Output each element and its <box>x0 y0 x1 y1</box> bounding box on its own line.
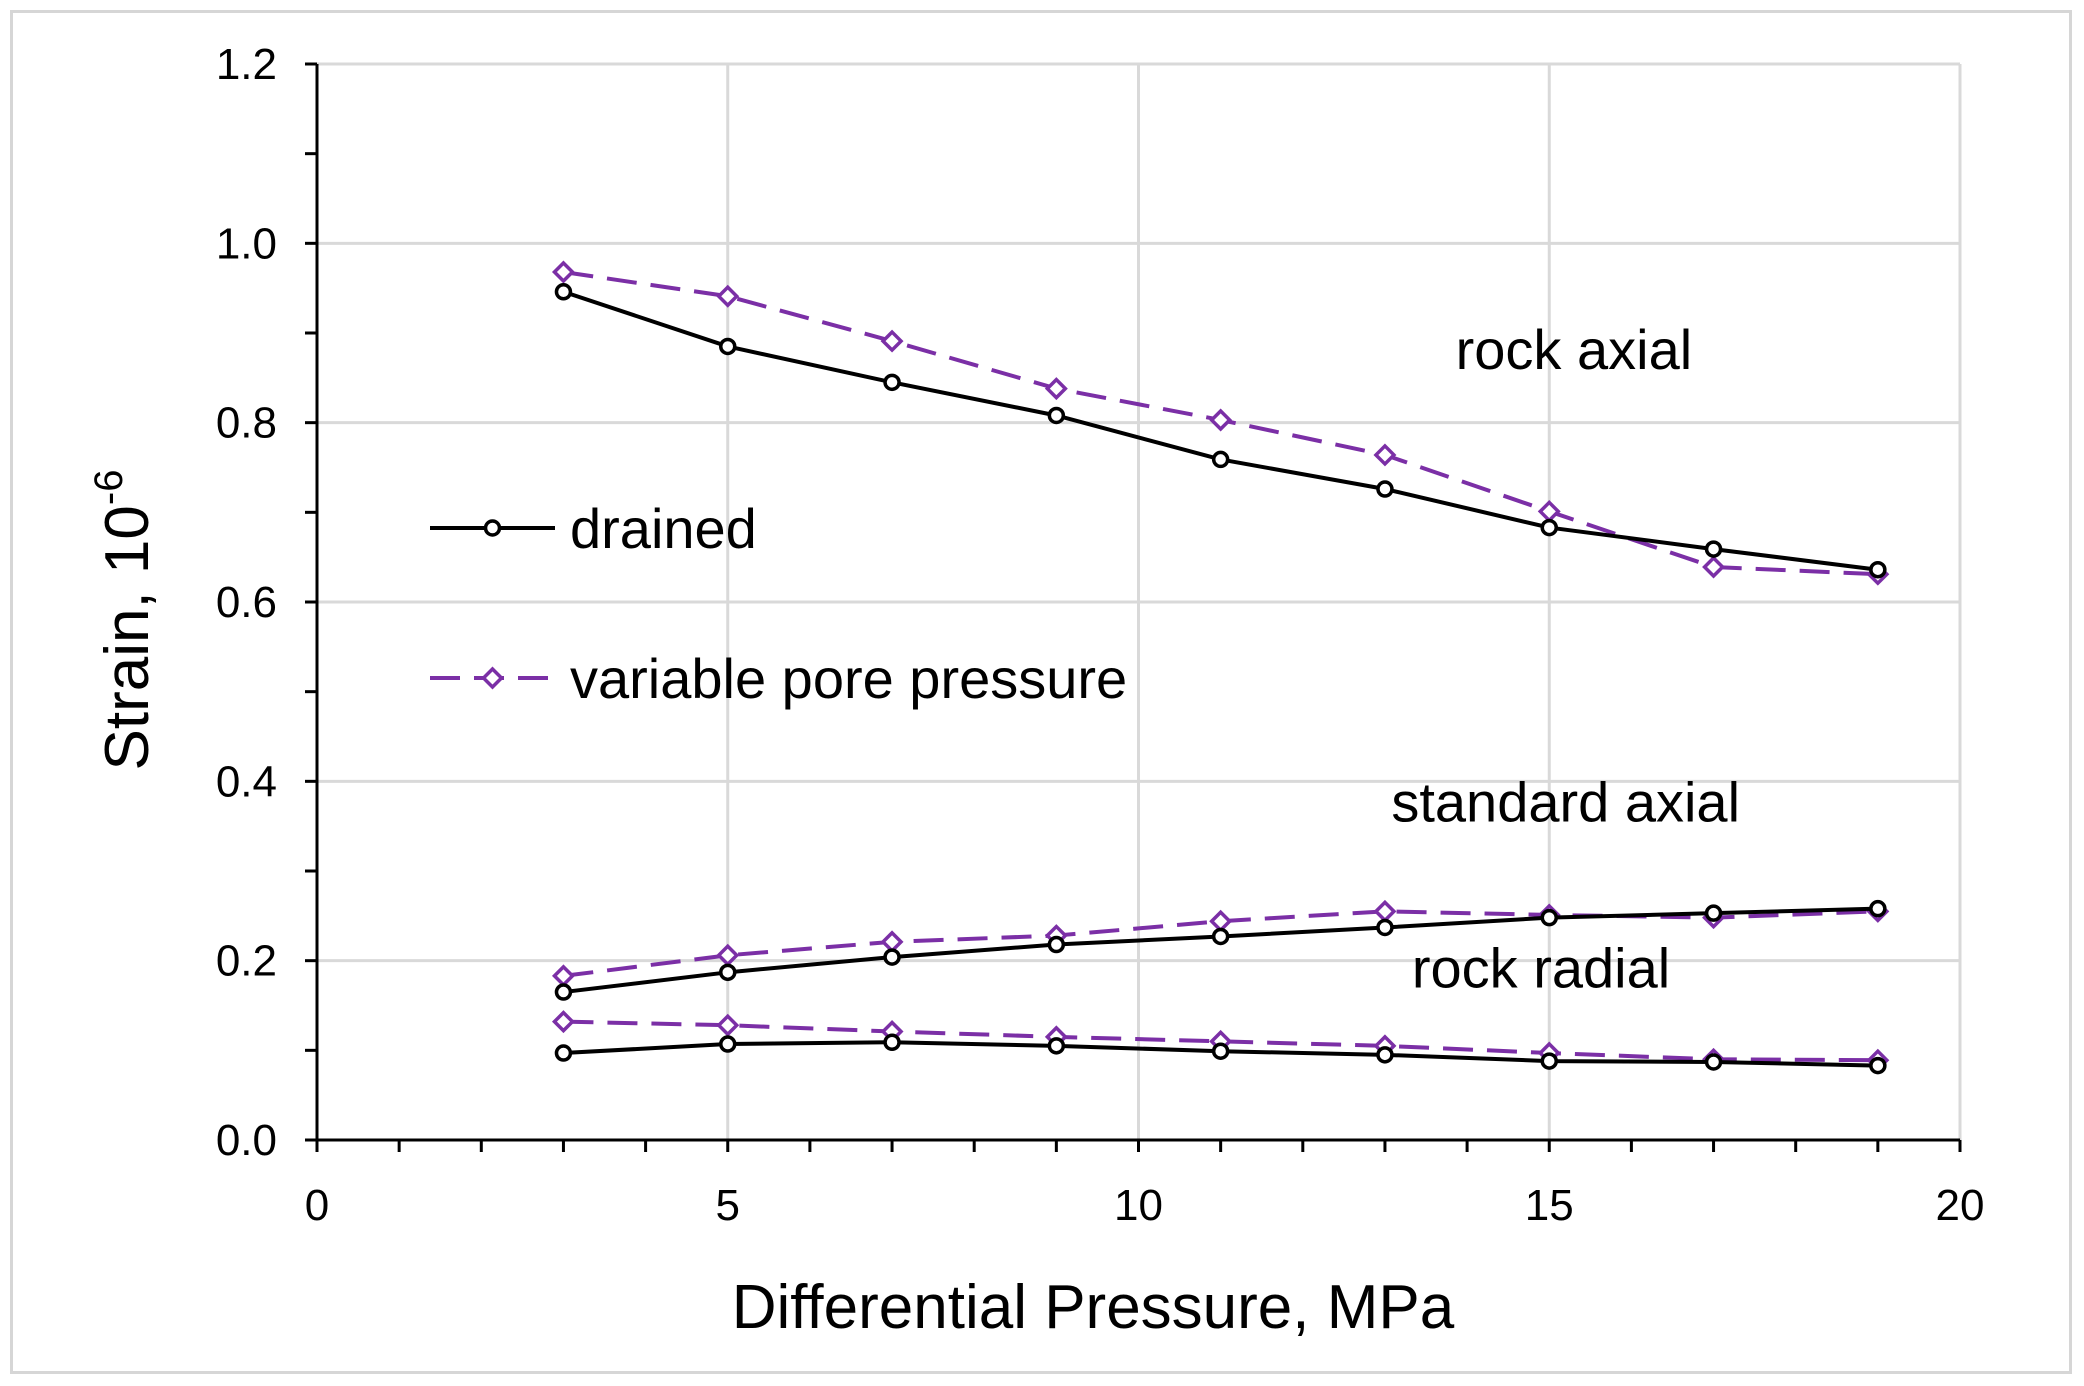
data-point-standard-axial-variable <box>551 964 575 988</box>
data-point-rock-radial-drained <box>1869 1056 1887 1075</box>
data-point-rock-axial-variable <box>716 284 740 308</box>
data-point-standard-axial-drained <box>1540 908 1558 927</box>
data-point-rock-radial-drained <box>1540 1052 1558 1070</box>
data-point-standard-axial-drained <box>1704 904 1723 922</box>
data-point-rock-axial-drained <box>554 283 573 301</box>
y-tick-label: 0.2 <box>216 937 277 986</box>
data-point-standard-axial-drained <box>1211 927 1230 946</box>
x-tick-label: 15 <box>1525 1181 1574 1230</box>
data-point-rock-axial-drained <box>1540 518 1558 537</box>
data-point-rock-axial-drained <box>1704 540 1723 558</box>
y-tick-label: 0.4 <box>216 757 277 806</box>
y-tick-label: 1.0 <box>216 219 277 268</box>
annotations: rock axial standard axial rock radial <box>1391 318 1740 1000</box>
data-point-standard-axial-drained <box>883 948 901 966</box>
x-tick-label: 10 <box>1114 1181 1163 1230</box>
data-point-rock-radial-drained <box>1047 1037 1066 1055</box>
data-point-standard-axial-drained <box>1047 935 1066 954</box>
series-line-standard-axial-variable <box>563 909 1878 978</box>
legend: drained variable pore pressure <box>430 497 1127 710</box>
x-tick-label: 0 <box>305 1181 329 1230</box>
tick-labels: 0.0 0.2 0.4 0.6 0.8 1.0 1.2 0 5 10 15 20 <box>216 40 1985 1230</box>
legend-item-variable: variable pore pressure <box>430 647 1127 710</box>
data-point-rock-radial-variable <box>551 1010 575 1034</box>
data-point-rock-radial-drained <box>554 1044 573 1062</box>
data-point-rock-axial-variable <box>1373 443 1397 467</box>
data-point-standard-axial-variable <box>1373 899 1397 923</box>
legend-label-drained: drained <box>570 497 757 560</box>
series-rock-axial-drained <box>554 283 1887 579</box>
series-standard-axial-drained <box>554 899 1887 1001</box>
data-point-rock-axial-drained <box>883 373 901 392</box>
y-axis-title-main: Strain, 10 <box>93 505 162 770</box>
data-point-rock-radial-drained <box>719 1035 737 1053</box>
data-point-rock-axial-drained <box>719 337 737 356</box>
data-point-rock-radial-variable <box>716 1013 740 1037</box>
series <box>551 260 1890 1075</box>
annotation-standard-axial: standard axial <box>1391 771 1740 834</box>
y-tick-label: 0.6 <box>216 578 277 627</box>
axes <box>305 62 1962 1152</box>
x-axis-title: Differential Pressure, MPa <box>732 1273 1455 1342</box>
data-point-rock-axial-drained <box>1869 560 1887 579</box>
series-rock-radial-drained <box>554 1033 1887 1075</box>
data-point-standard-axial-variable <box>1209 909 1233 933</box>
chart-frame <box>10 10 2072 1374</box>
data-point-rock-radial-drained <box>1376 1046 1394 1064</box>
data-point-rock-axial-variable <box>551 260 575 284</box>
y-axis-title: Strain, 10-6 <box>87 470 162 771</box>
annotation-rock-axial: rock axial <box>1456 318 1693 381</box>
data-point-standard-axial-drained <box>1376 918 1394 937</box>
data-point-rock-axial-drained <box>1211 450 1230 469</box>
legend-marker-drained <box>483 519 502 537</box>
data-point-rock-axial-drained <box>1047 406 1066 425</box>
x-tick-label: 20 <box>1936 1181 1985 1230</box>
data-point-rock-axial-variable <box>1209 408 1233 432</box>
data-point-rock-radial-drained <box>1211 1042 1230 1060</box>
x-tick-label: 5 <box>716 1181 740 1230</box>
data-point-rock-axial-variable <box>880 329 904 353</box>
data-point-rock-radial-drained <box>883 1033 901 1052</box>
data-point-rock-axial-variable <box>1044 377 1068 401</box>
data-point-standard-axial-drained <box>719 963 737 982</box>
data-point-rock-radial-drained <box>1704 1053 1723 1071</box>
annotation-rock-radial: rock radial <box>1412 937 1670 1000</box>
data-point-standard-axial-drained <box>1869 899 1887 918</box>
legend-marker-variable <box>481 666 504 690</box>
y-tick-label: 1.2 <box>216 40 277 89</box>
data-point-rock-axial-drained <box>1376 480 1394 498</box>
data-point-standard-axial-variable <box>880 930 904 954</box>
data-point-rock-axial-variable <box>1537 499 1561 523</box>
data-point-rock-axial-variable <box>1702 555 1726 579</box>
legend-item-drained: drained <box>430 497 757 560</box>
y-tick-label: 0.0 <box>216 1116 277 1165</box>
y-tick-label: 0.8 <box>216 399 277 448</box>
y-axis-title-exponent: -6 <box>87 470 131 506</box>
data-point-standard-axial-drained <box>554 983 573 1001</box>
legend-label-variable: variable pore pressure <box>570 647 1127 710</box>
